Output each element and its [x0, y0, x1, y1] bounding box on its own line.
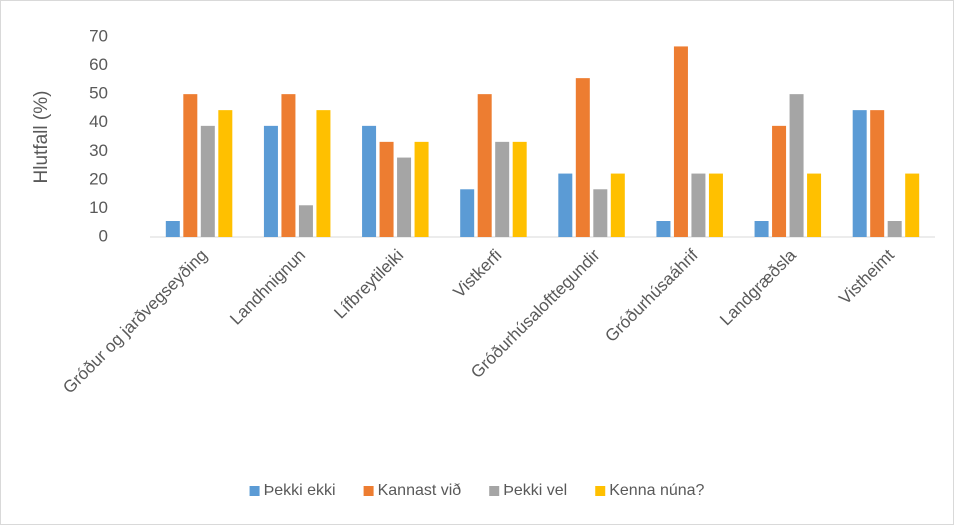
bar: [656, 221, 671, 237]
bar: [708, 173, 723, 237]
legend-swatch: [489, 486, 500, 496]
bar: [772, 125, 787, 237]
bar: [852, 110, 867, 237]
legend-label: Kannast við: [378, 482, 462, 499]
bar: [298, 205, 313, 237]
bar: [281, 94, 296, 238]
bar: [460, 189, 475, 237]
bar: [807, 173, 822, 237]
bar: [263, 125, 278, 237]
bar: [610, 173, 625, 237]
legend-swatch: [363, 486, 374, 496]
legend-label: Þekki ekki: [264, 482, 336, 499]
bar: [165, 221, 180, 237]
bar: [905, 173, 920, 237]
y-tick-label: 60: [89, 55, 108, 74]
y-tick-label: 30: [89, 141, 108, 160]
legend-label: Þekki vel: [503, 482, 567, 499]
bar: [495, 141, 510, 237]
legend-label: Kenna núna?: [609, 482, 704, 499]
bar: [316, 110, 331, 237]
bar: [414, 141, 429, 237]
y-tick-label: 20: [89, 169, 108, 188]
y-tick-label: 0: [99, 226, 108, 245]
bar: [691, 173, 706, 237]
bar: [754, 221, 769, 237]
bar: [218, 110, 233, 237]
bar: [477, 94, 492, 238]
bar: [379, 141, 394, 237]
y-tick-label: 50: [89, 84, 108, 103]
y-tick-label: 70: [89, 26, 108, 45]
bar: [512, 141, 527, 237]
legend-swatch: [595, 486, 606, 496]
bar: [397, 157, 412, 237]
legend-swatch: [249, 486, 260, 496]
bar: [870, 110, 885, 237]
bar: [593, 189, 608, 237]
bar: [887, 221, 902, 237]
y-axis-label: Hlutfall (%): [31, 91, 52, 184]
y-tick-label: 10: [89, 198, 108, 217]
y-tick-label: 40: [89, 112, 108, 131]
bar: [200, 125, 215, 237]
bar: [362, 125, 377, 237]
bar: [673, 46, 688, 237]
bar: [789, 94, 804, 238]
bar: [575, 78, 590, 238]
bar: [183, 94, 198, 238]
bar: [558, 173, 573, 237]
